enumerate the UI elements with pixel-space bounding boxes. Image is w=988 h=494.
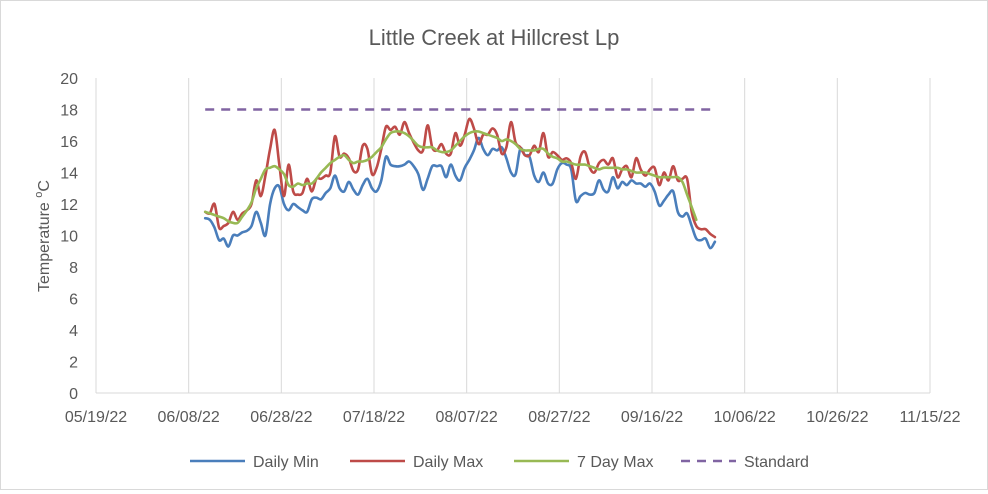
y-tick-label: 10 [60,229,78,246]
series-line-7-day-max [203,130,698,225]
x-tick-label: 10/06/22 [714,409,776,426]
legend-label: Daily Max [413,454,483,471]
y-tick-label: 18 [60,103,78,120]
legend-label: Standard [744,454,809,471]
legend: Daily Min Daily Max 7 Day Max Standard [190,454,809,471]
legend-label: Daily Min [253,454,319,471]
y-tick-label: 6 [69,292,78,309]
series-lines [203,108,717,250]
legend-label: 7 Day Max [577,454,653,471]
x-tick-label: 06/08/22 [158,409,220,426]
y-tick-label: 16 [60,134,78,151]
series-line-daily-min [203,136,717,250]
y-axis-label-unit: C [36,180,53,192]
x-tick-label: 09/16/22 [621,409,683,426]
y-tick-label: 0 [69,386,78,403]
x-tick-label: 11/15/22 [899,409,960,426]
y-tick-label: 12 [60,197,78,214]
x-axis: 05/19/22 06/08/22 06/28/22 07/18/22 08/07/22… [65,409,961,426]
x-tick-label: 07/18/22 [343,409,405,426]
series-line-daily-max [203,117,717,239]
chart-title: Little Creek at Hillcrest Lp [369,25,620,50]
x-tick-label: 06/28/22 [250,409,312,426]
y-axis-label-super: o [33,192,45,198]
vertical-gridlines [95,78,931,394]
y-tick-label: 14 [60,166,78,183]
x-tick-label: 08/27/22 [528,409,590,426]
x-tick-label: 10/26/22 [806,409,868,426]
y-tick-label: 8 [69,260,78,277]
y-axis: 0 2 4 6 8 10 12 14 16 18 20 [60,71,78,403]
x-tick-label: 05/19/22 [65,409,127,426]
y-tick-label: 20 [60,71,78,88]
y-tick-label: 4 [69,323,78,340]
x-tick-label: 08/07/22 [436,409,498,426]
y-tick-label: 2 [69,355,78,372]
y-axis-label-text: Temperature [36,202,53,292]
y-axis-label: Temperature oC [33,180,53,292]
